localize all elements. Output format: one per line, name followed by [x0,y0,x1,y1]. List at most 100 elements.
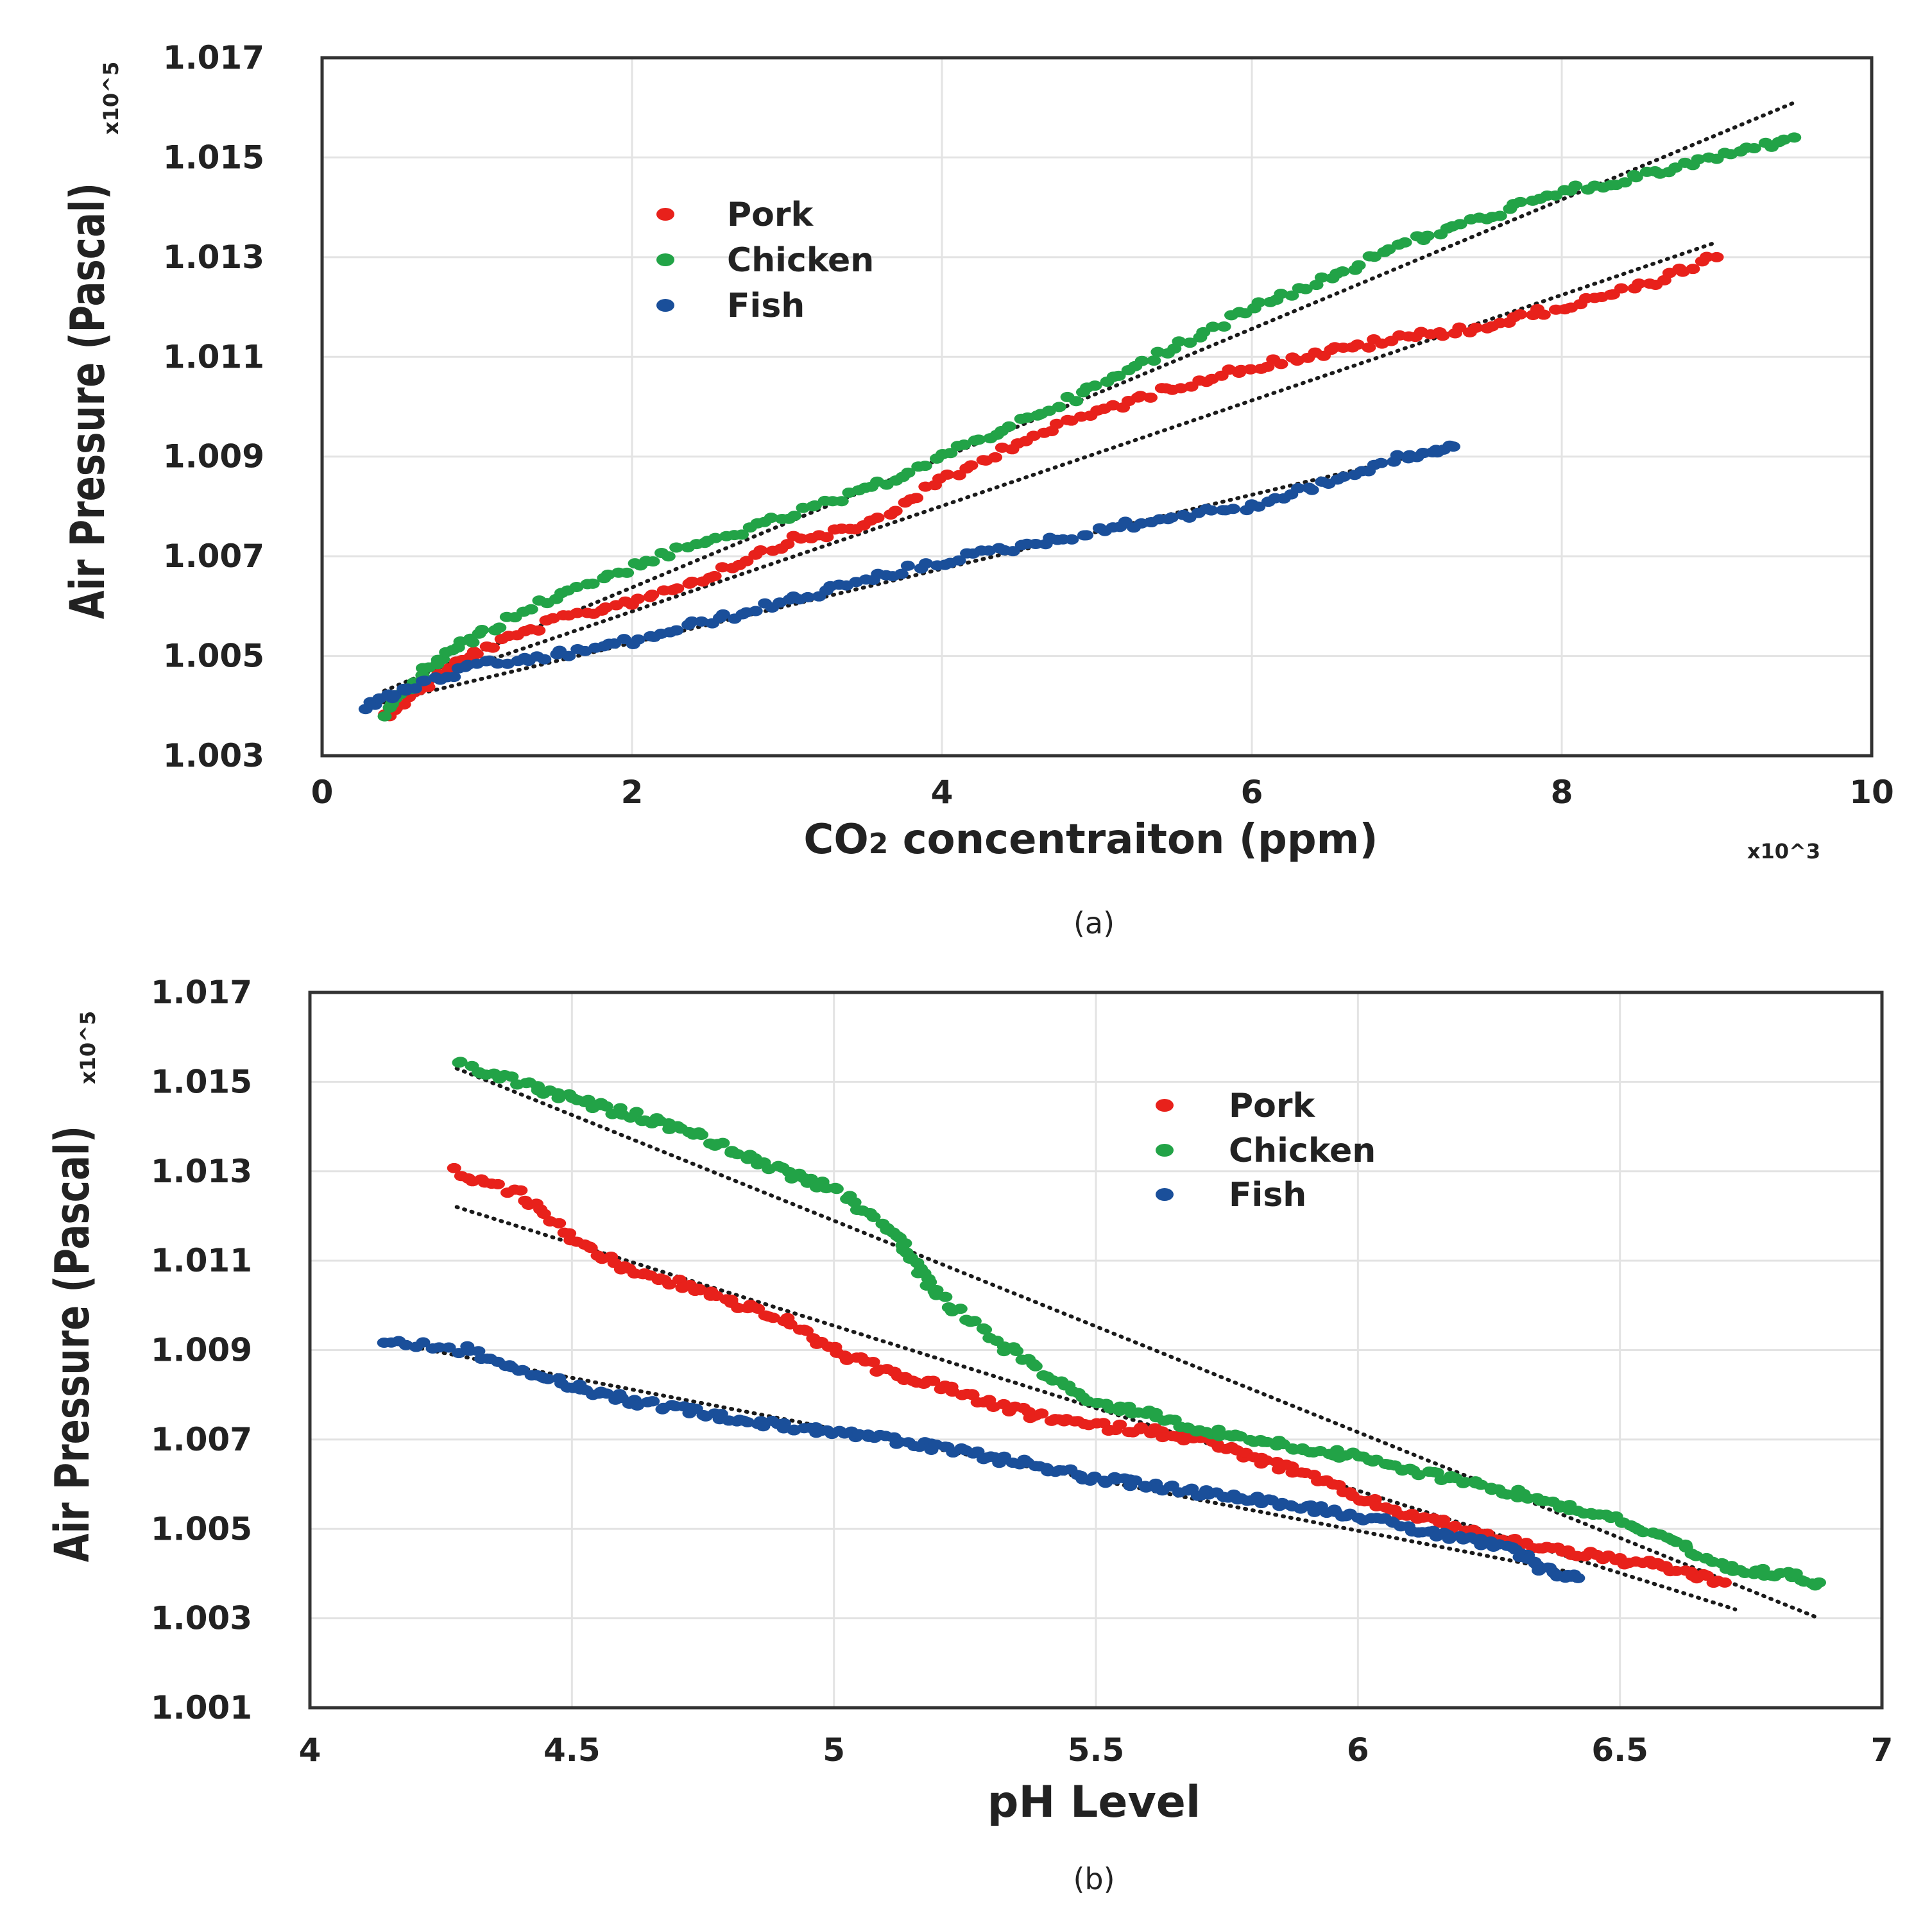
chart-b-y-tick-label: 1.003 [151,1600,252,1637]
chart-a-point-chicken [669,542,684,553]
chart-a-y-axis-title: Air Pressure (Pascal) [60,183,115,619]
chart-a-point-fish [894,568,909,579]
chart-b-x-tick-label: 6 [1347,1731,1369,1769]
chart-a-point-chicken [645,556,660,567]
chart-a-point-chicken [1787,132,1802,143]
chart-a-point-chicken [1691,154,1705,165]
chart-a-point-pork [739,556,754,566]
chart-a: 1.003 1.005 1.007 1.009 1.011 1.013 1.015 1.017… [60,39,1894,940]
chart-b-legend-marker-chicken [1156,1144,1174,1157]
chart-a-point-pork [1536,309,1551,320]
chart-a-point-chicken [1298,284,1313,294]
chart-b-x-tick-label: 4 [299,1731,321,1769]
chart-a-point-chicken [807,500,822,511]
chart-b-plot-frame [308,991,1884,1710]
chart-b-legend-label-chicken: Chicken [1229,1132,1376,1170]
chart-b-point-pork [766,1313,781,1323]
chart-a-points [358,132,1802,722]
chart-a-point-chicken [1398,237,1412,248]
chart-a-legend-item-chicken: Chicken [656,241,874,280]
chart-b-point-fish [599,1388,614,1399]
chart-b-point-pork [1113,1419,1127,1430]
chart-b-y-axis-title: Air Pressure (Pascal) [44,1126,100,1562]
chart-b-legend-marker-pork [1156,1099,1174,1112]
chart-b-y-tick-label: 1.009 [151,1332,252,1369]
chart-a-point-pork [819,532,834,543]
chart-a-point-chicken [1314,272,1329,283]
chart-b-trendline-chicken [454,1066,1821,1620]
chart-b: 1.001 1.003 1.005 1.007 1.009 1.011 1.013 1.015… [44,974,1894,1896]
chart-a-point-fish [1079,530,1094,541]
chart-a-point-pork [794,533,808,544]
chart-b-point-chicken [1149,1407,1163,1418]
chart-a-legend-label-fish: Fish [727,287,805,325]
chart-a-point-fish [1374,457,1389,468]
chart-b-point-chicken [730,1149,745,1160]
chart-b-point-pork [662,1279,677,1290]
chart-a-point-pork [670,583,685,594]
chart-a-point-fish [669,625,684,636]
chart-b-point-chicken [599,1101,613,1112]
chart-b-point-chicken [953,1304,968,1314]
chart-a-point-chicken [1196,327,1211,337]
chart-a-point-pork [753,545,768,556]
chart-a-legend-label-pork: Pork [727,196,814,234]
chart-a-point-chicken [1147,355,1161,366]
chart-b-x-tick-label: 5 [823,1731,845,1769]
chart-a-point-pork [469,649,484,659]
chart-b-point-chicken [866,1211,881,1222]
chart-a-x-tick-label: 8 [1551,774,1573,811]
chart-a-x-tick-label: 0 [311,774,334,811]
chart-a-point-fish [1029,538,1043,549]
chart-b-point-fish [441,1342,456,1353]
chart-b-point-chicken [1028,1361,1043,1372]
chart-a-x-tick-label: 10 [1849,774,1894,811]
chart-a-point-pork [888,506,903,516]
chart-a-point-chicken [1206,321,1220,332]
chart-b-point-pork [1718,1577,1732,1588]
chart-a-point-fish [919,558,934,569]
chart-b-y-tick-labels: 1.001 1.003 1.005 1.007 1.009 1.011 1.013 1.015… [151,974,252,1726]
chart-a-point-chicken [569,581,584,592]
chart-a-point-chicken [1492,210,1507,221]
chart-b-point-chicken [1812,1577,1826,1588]
chart-b-point-fish [970,1446,985,1457]
chart-a-point-pork [870,513,885,523]
chart-a-point-chicken [1052,402,1066,412]
chart-b-point-chicken [504,1071,519,1082]
chart-a-point-fish [694,616,709,627]
chart-b-point-pork [583,1243,598,1254]
chart-a-point-chicken [1618,177,1632,188]
chart-b-point-pork [799,1325,814,1336]
chart-a-point-pork [988,452,1003,463]
chart-a-point-chicken [524,604,538,615]
chart-a-legend-marker-fish [656,299,674,312]
chart-b-point-fish [1128,1475,1143,1486]
chart-a-legend-marker-chicken [656,253,674,266]
chart-a-point-pork [486,642,500,653]
chart-b-legend-marker-fish [1156,1188,1174,1201]
chart-a-point-chicken [1747,142,1761,153]
chart-b-legend-label-fish: Fish [1229,1176,1306,1214]
chart-b-point-chicken [694,1129,709,1140]
chart-a-point-chicken [957,439,971,450]
chart-b-point-chicken [967,1316,982,1327]
chart-a-x-tick-label: 6 [1241,774,1263,811]
chart-b-point-fish [452,1348,466,1359]
chart-a-point-fish [952,555,966,566]
chart-b-point-pork [513,1185,528,1196]
chart-a-point-chicken [1172,336,1186,347]
chart-b-y-tick-label: 1.005 [151,1510,252,1547]
chart-a-point-pork [1469,322,1483,333]
chart-b-point-fish [645,1396,660,1407]
chart-b-point-chicken [629,1107,644,1118]
chart-a-point-chicken [1088,380,1102,391]
chart-b-point-fish [541,1373,556,1384]
chart-b-point-fish [1571,1572,1586,1583]
chart-a-x-axis-title-main: CO [803,816,868,863]
chart-a-y-tick-label: 1.011 [163,338,264,375]
chart-a-plot-frame [320,56,1874,758]
chart-b-point-pork [672,1274,687,1285]
chart-a-point-pork [1614,283,1629,294]
chart-a-legend: Pork Chicken Fish [656,196,874,325]
